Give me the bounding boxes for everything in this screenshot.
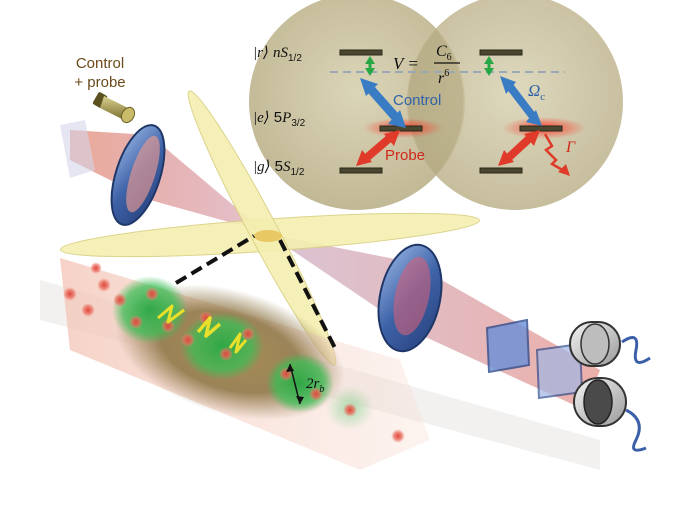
formula-denominator: r6 — [438, 68, 449, 87]
level-excited-label: |e⟩ 5P3/2 — [253, 109, 306, 129]
formula-lhs: V = — [393, 54, 419, 73]
rabi-label: Ωc — [528, 81, 545, 103]
zoom-line-left — [174, 234, 256, 285]
blockade-sphere-left — [249, 0, 465, 210]
atom-icon — [63, 262, 405, 443]
level-ground-label: |g⟩ 5S1/2 — [253, 158, 305, 178]
left-atom-levels — [339, 49, 443, 174]
probe-label: Probe — [385, 147, 425, 164]
mirror-icon — [485, 318, 584, 400]
control-arrow-right — [500, 76, 542, 126]
blockade-radius-label: 2rb — [306, 376, 324, 395]
rydberg-excitation — [112, 276, 188, 344]
decay-arrow — [543, 133, 570, 176]
source-label-line2: + probe — [74, 74, 125, 91]
output-lens-icon — [377, 243, 443, 353]
detector-icon — [569, 321, 651, 452]
input-beam-glass — [60, 120, 95, 178]
right-atom-levels — [479, 49, 586, 174]
sphere-overlap — [408, 30, 464, 174]
decay-label: Γ — [565, 139, 576, 156]
control-arrow-left — [360, 78, 406, 128]
formula-numerator: C6 — [436, 43, 452, 63]
blockade-sphere-right — [407, 0, 623, 210]
source-label-line1: Control — [76, 55, 124, 72]
trap-focus — [254, 230, 282, 242]
probe-arrow-right — [498, 130, 540, 166]
lens-icon — [110, 124, 166, 226]
zoom-line-right — [278, 239, 338, 351]
light-source-icon — [92, 92, 136, 124]
level-rydberg-label: |r⟩ nS1/2 — [253, 44, 302, 64]
probe-arrow-left — [356, 130, 400, 166]
incoming-beam — [70, 130, 265, 232]
rydberg-excitation — [180, 312, 264, 380]
control-label: Control — [393, 92, 441, 109]
interaction-formula: V = C6 r6 — [393, 43, 460, 87]
lightning-icon — [157, 304, 248, 354]
